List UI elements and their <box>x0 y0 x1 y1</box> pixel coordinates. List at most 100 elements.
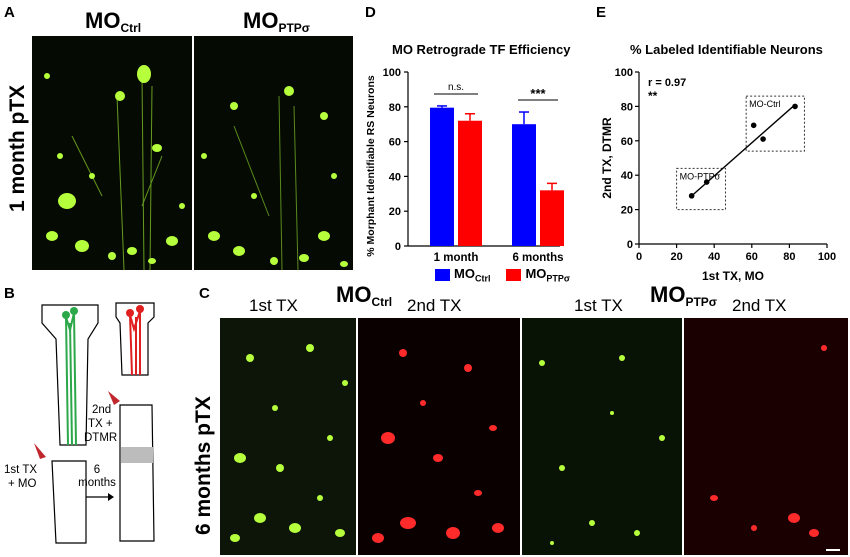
y-tick-label: 80 <box>389 102 401 114</box>
scatter-point <box>760 136 766 142</box>
neuron-image <box>539 355 665 545</box>
chart-e-sig: ** <box>648 89 658 103</box>
y-tick-label: 40 <box>621 170 633 182</box>
panel-c-row-label: 6 months pTX <box>192 396 215 535</box>
red-axons <box>129 310 141 376</box>
neuron-soma <box>126 309 134 317</box>
legend-ctrl: MOCtrl <box>435 266 490 284</box>
micrograph-c-ptp-1st <box>522 318 682 555</box>
neuron-image <box>44 65 185 270</box>
bar <box>458 120 482 246</box>
legend-ctrl-label: MOCtrl <box>454 266 491 284</box>
neuron-image <box>710 345 840 551</box>
label-time-1: 6 <box>94 464 100 476</box>
micrograph-c-ptp-2nd <box>684 318 848 555</box>
bar <box>512 124 536 246</box>
panel-a-row-label: 1 month pTX <box>6 84 29 212</box>
title-sub: PTPσ <box>278 21 310 35</box>
second-tx-arrow <box>108 391 120 405</box>
panel-label-a: A <box>4 4 15 21</box>
scatter-point <box>792 103 798 110</box>
neuron-image <box>201 86 348 270</box>
legend-ptp: MOPTPσ <box>506 266 570 284</box>
bar <box>540 190 564 246</box>
title-main: MO <box>243 8 279 33</box>
y-tick-label: 40 <box>389 171 401 183</box>
group-box-label: MO-PTPσ <box>680 171 721 181</box>
label-second-3: DTMR <box>84 432 117 444</box>
legend-ptp-label: MOPTPσ <box>525 266 571 284</box>
title-sub: Ctrl <box>120 21 142 35</box>
panel-a-title-ptp: MOPTPσ <box>243 8 310 35</box>
panel-b-diagram: 1st TX + MO 2nd TX + DTMR 6 months <box>4 302 155 544</box>
scatter-point <box>703 179 710 185</box>
first-tx-arrow <box>34 443 46 459</box>
chart-e: 2nd TX, DTMR 1st TX, MO 0 20 40 60 80 100 0 20 4… <box>600 67 836 283</box>
group-main: MO <box>650 282 686 307</box>
micrograph-c-ctrl-1st <box>220 318 356 555</box>
x-tick-2: 6 months <box>512 252 563 264</box>
group-box-label: MO-Ctrl <box>749 99 781 109</box>
chart-d-legend: MOCtrl MOPTPσ <box>435 266 570 284</box>
group-sub: PTPσ <box>685 295 717 309</box>
spinal-cord-intact <box>41 304 99 446</box>
x-tick-label: 80 <box>783 251 795 263</box>
spinal-cord-second-caudal <box>119 404 155 542</box>
scatter-point <box>688 193 695 199</box>
chart-e-xlabel: 1st TX, MO <box>702 269 764 283</box>
y-tick-label: 100 <box>615 67 633 79</box>
panel-a-title-ctrl: MOCtrl <box>85 8 141 35</box>
panel-label-b: B <box>4 285 15 302</box>
panel-c-col-4: 2nd TX <box>732 296 787 315</box>
sig-stars: *** <box>530 86 546 101</box>
lesion-site <box>121 447 153 463</box>
neuron-image <box>230 344 348 542</box>
panel-c-col-3: 1st TX <box>574 296 623 315</box>
chart-e-ylabel: 2nd TX, DTMR <box>600 117 614 199</box>
y-tick-label: 0 <box>627 239 633 251</box>
panel-c-group-ctrl: MOCtrl <box>336 282 392 309</box>
label-second-2: TX + <box>88 418 113 430</box>
label-first-1: 1st TX <box>4 464 37 476</box>
time-arrowhead <box>108 493 114 501</box>
neuron-soma <box>62 311 70 319</box>
group-sub: Ctrl <box>371 295 393 309</box>
y-tick-label: 20 <box>621 205 633 217</box>
y-tick-label: 20 <box>389 206 401 218</box>
y-tick-label: 80 <box>621 101 633 113</box>
neuron-image <box>372 349 504 543</box>
group-main: MO <box>336 282 372 307</box>
y-tick-label: 60 <box>389 137 401 149</box>
title-main: MO <box>85 8 121 33</box>
panel-label-c: C <box>199 285 210 302</box>
y-tick-label: 100 <box>383 67 401 79</box>
x-tick-label: 0 <box>636 251 642 263</box>
sig-ns: n.s. <box>448 82 464 93</box>
neuron-soma <box>70 307 78 315</box>
panel-label-e: E <box>596 4 607 21</box>
y-tick-label: 60 <box>621 136 633 148</box>
chart-d-ylabel: % Morphant Identifiable RS Neurons <box>365 75 377 257</box>
group-box <box>745 95 805 152</box>
group-box <box>676 167 726 211</box>
spinal-cord-caudal <box>51 460 87 544</box>
label-time-2: months <box>78 477 116 489</box>
legend-swatch-ctrl <box>435 268 450 281</box>
scatter-point <box>750 122 757 129</box>
micrograph-a-ptp <box>194 36 353 270</box>
label-second-1: 2nd <box>92 404 111 416</box>
y-tick-label: 0 <box>395 241 401 253</box>
micrograph-c-ctrl-2nd <box>358 318 520 555</box>
bar <box>430 107 454 246</box>
panel-c-col-2: 2nd TX <box>407 296 462 315</box>
legend-swatch-ptp <box>506 268 522 281</box>
spinal-cord-second <box>115 302 155 376</box>
panel-c-col-1: 1st TX <box>249 296 298 315</box>
neuron-soma <box>136 305 144 313</box>
chart-e-r-label: r = 0.97 <box>648 77 686 89</box>
chart-d-title: MO Retrograde TF Efficiency <box>392 42 571 57</box>
x-tick-label: 100 <box>818 251 836 263</box>
chart-d: % Morphant Identifiable RS Neurons 0 20 40… <box>365 67 564 264</box>
x-tick-label: 60 <box>746 251 758 263</box>
x-tick-label: 20 <box>670 251 682 263</box>
